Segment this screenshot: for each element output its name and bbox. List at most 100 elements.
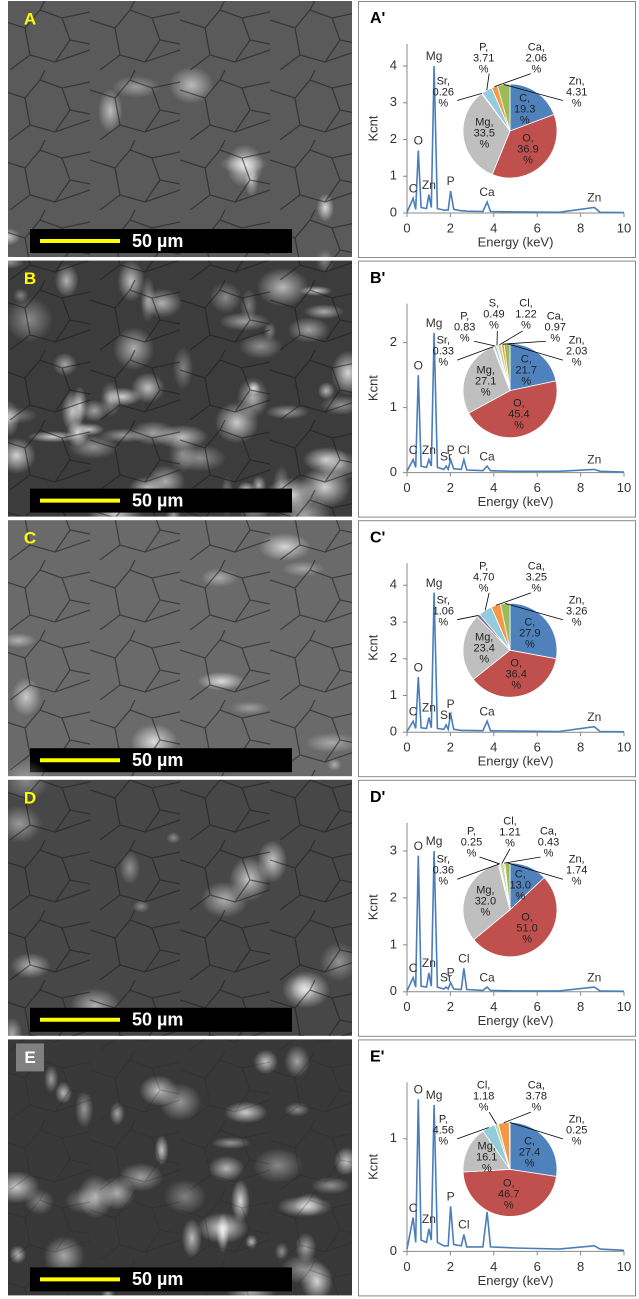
y-tick-label: 3 bbox=[390, 842, 397, 857]
x-tick-label: 2 bbox=[447, 1259, 454, 1274]
pie-label: Cl, 1.22 % bbox=[512, 299, 540, 332]
pie-label: Zn, 2.03 % bbox=[563, 336, 591, 369]
x-axis-label: Energy (keV) bbox=[478, 754, 554, 769]
x-tick-label: 0 bbox=[403, 220, 410, 235]
peak-label: O bbox=[414, 660, 423, 674]
y-tick-label: 1 bbox=[390, 168, 397, 183]
peak-label: P bbox=[447, 443, 455, 457]
y-axis-label: Kcnt bbox=[365, 115, 380, 141]
peak-label: Zn bbox=[422, 1212, 436, 1226]
y-tick-label: 2 bbox=[390, 334, 397, 349]
pie-label: Cl, 1.18 % bbox=[470, 1081, 498, 1114]
peak-label: Ca bbox=[479, 704, 495, 718]
peak-label: Zn bbox=[422, 443, 436, 457]
pie-label: Zn, 3.26 % bbox=[563, 595, 591, 628]
peak-label: Mg bbox=[426, 576, 443, 590]
x-tick-label: 0 bbox=[403, 1259, 410, 1274]
x-tick-label: 4 bbox=[490, 1259, 497, 1274]
peak-label: Zn bbox=[587, 191, 601, 205]
pie-label: O, 36.4 % bbox=[502, 659, 530, 692]
image-label: E bbox=[24, 1048, 35, 1067]
peak-label: P bbox=[447, 966, 455, 980]
x-tick-label: 6 bbox=[534, 220, 541, 235]
sem-cracks bbox=[8, 1039, 352, 1295]
x-tick-label: 8 bbox=[577, 220, 584, 235]
y-tick-label: 0 bbox=[390, 724, 397, 739]
y-tick-label: 0 bbox=[390, 204, 397, 219]
x-tick-label: 8 bbox=[577, 740, 584, 755]
scale-bar-label: 50 µm bbox=[132, 1010, 183, 1030]
peak-label: Ca bbox=[479, 185, 495, 199]
pie-label: P, 0.25 % bbox=[458, 827, 486, 860]
y-axis-label: Kcnt bbox=[365, 375, 380, 401]
pie-label: P, 0.83 % bbox=[451, 312, 479, 345]
sem-cracks bbox=[8, 780, 352, 1036]
x-tick-label: 10 bbox=[617, 740, 631, 755]
panel-label: D' bbox=[370, 789, 385, 806]
y-tick-label: 3 bbox=[390, 613, 397, 628]
x-tick-label: 8 bbox=[577, 999, 584, 1014]
pie-label: Sr, 0.26 % bbox=[429, 76, 457, 109]
peak-label: Zn bbox=[422, 956, 436, 970]
pie-label: Zn, 4.31 % bbox=[563, 76, 591, 109]
panel-label: B' bbox=[370, 270, 385, 287]
y-tick-label: 4 bbox=[390, 57, 397, 72]
pie-label: O, 45.4 % bbox=[505, 398, 533, 431]
x-tick-label: 10 bbox=[617, 1259, 631, 1274]
peak-label: Cl bbox=[458, 1218, 469, 1232]
x-tick-label: 0 bbox=[403, 480, 410, 495]
scale-bar-label: 50 µm bbox=[132, 1269, 183, 1289]
y-tick-label: 2 bbox=[390, 889, 397, 904]
peak-label: O bbox=[414, 839, 423, 853]
peak-label: Mg bbox=[426, 834, 443, 848]
peak-label: O bbox=[414, 1082, 423, 1096]
figure: A50 µmB50 µmC50 µmD50 µmE50 µmA'01234024… bbox=[0, 0, 639, 1299]
x-tick-label: 2 bbox=[447, 220, 454, 235]
sem-cracks bbox=[8, 261, 352, 517]
peak-label: Ca bbox=[479, 970, 495, 984]
y-tick-label: 0 bbox=[390, 1243, 397, 1258]
peak-label: Zn bbox=[422, 701, 436, 715]
peak-label: C bbox=[409, 704, 418, 718]
peak-label: Cl bbox=[458, 951, 469, 965]
pie-label: Ca, 0.43 % bbox=[535, 827, 563, 860]
x-tick-label: 6 bbox=[534, 1259, 541, 1274]
pie-label: Zn, 1.74 % bbox=[563, 855, 591, 888]
peak-label: C bbox=[409, 181, 418, 195]
image-label: C bbox=[24, 529, 36, 548]
pie-label: P, 3.71 % bbox=[470, 42, 498, 75]
y-tick-label: 2 bbox=[390, 650, 397, 665]
pie-label: C, 21.7 % bbox=[512, 354, 540, 387]
image-label: B bbox=[24, 269, 36, 288]
pie-label: Zn, 0.25 % bbox=[563, 1114, 591, 1147]
peak-label: C bbox=[409, 443, 418, 457]
pie-label: Ca, 2.06 % bbox=[522, 42, 550, 75]
x-tick-label: 6 bbox=[534, 480, 541, 495]
x-tick-label: 4 bbox=[490, 999, 497, 1014]
x-axis-label: Energy (keV) bbox=[478, 234, 554, 249]
x-tick-label: 2 bbox=[447, 999, 454, 1014]
pie-label: Mg, 23.4 % bbox=[470, 632, 498, 665]
y-tick-label: 1 bbox=[390, 936, 397, 951]
x-axis-label: Energy (keV) bbox=[478, 494, 554, 509]
x-tick-label: 4 bbox=[490, 220, 497, 235]
x-axis-label: Energy (keV) bbox=[478, 1273, 554, 1288]
y-tick-label: 1 bbox=[390, 399, 397, 414]
peak-label: O bbox=[414, 134, 423, 148]
x-tick-label: 8 bbox=[577, 1259, 584, 1274]
y-axis-label: Kcnt bbox=[365, 1154, 380, 1180]
pie-label: Mg, 27.1 % bbox=[472, 365, 500, 398]
x-tick-label: 10 bbox=[617, 220, 631, 235]
scale-bar-label: 50 µm bbox=[132, 750, 183, 770]
peak-label: Ca bbox=[479, 449, 495, 463]
peak-label: Mg bbox=[426, 49, 443, 63]
pie-label: P, 4.70 % bbox=[470, 561, 498, 594]
pie-label: O, 36.9 % bbox=[514, 133, 542, 166]
pie-label: C, 27.4 % bbox=[516, 1136, 544, 1169]
y-tick-label: 3 bbox=[390, 94, 397, 109]
x-tick-label: 6 bbox=[534, 740, 541, 755]
panel-label: E' bbox=[370, 1049, 384, 1066]
pie-label: O, 51.0 % bbox=[513, 913, 541, 946]
x-axis-label: Energy (keV) bbox=[478, 1013, 554, 1028]
pie-label: S, 0.49 % bbox=[480, 299, 508, 332]
